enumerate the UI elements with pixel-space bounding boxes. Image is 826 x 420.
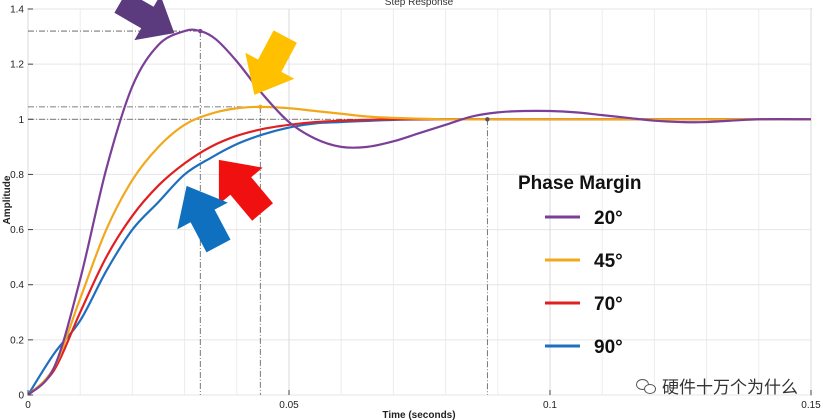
x-tick-label: 0.1 (543, 400, 557, 411)
y-tick-label: 0.6 (10, 225, 24, 236)
series-line (28, 28, 811, 395)
arrow (177, 185, 231, 253)
y-tick-label: 0.8 (10, 170, 24, 181)
axis-ticks: 0 0.05 0.1 0.15 0 0.2 0.4 0.6 0.8 1 1.2 1.4 (10, 5, 821, 412)
x-tick-label: 0.15 (801, 400, 821, 411)
legend: Phase Margin 20° 45° 70° 90° (518, 173, 642, 358)
legend-title: Phase Margin (518, 173, 642, 194)
plot-area (27, 8, 812, 396)
arrows (114, 0, 297, 253)
series-lines (28, 28, 811, 395)
peak-marker (258, 104, 263, 110)
y-tick-label: 0.2 (10, 335, 24, 346)
peak-markers (198, 28, 490, 122)
y-tick-label: 1 (18, 115, 24, 126)
legend-label: 90° (594, 337, 623, 358)
watermark-text: 硬件十万个为什么 (662, 378, 798, 398)
watermark: 硬件十万个为什么 (636, 373, 798, 398)
x-tick-label: 0.05 (279, 400, 299, 411)
y-tick-label: 0 (18, 391, 24, 402)
legend-label: 45° (594, 251, 623, 272)
y-axis-label: Amplitude (2, 175, 13, 224)
wechat-icon (636, 378, 656, 394)
arrow (218, 159, 273, 221)
x-tick-label: 0 (25, 400, 31, 411)
arrow (245, 30, 297, 95)
x-axis-label: Time (seconds) (382, 410, 455, 420)
peak-marker (198, 28, 203, 34)
chart-title: Step Response (385, 0, 454, 8)
peak-marker (485, 117, 490, 122)
y-tick-label: 1.2 (10, 60, 24, 71)
legend-label: 20° (594, 208, 623, 229)
y-tick-label: 0.4 (10, 280, 24, 291)
legend-label: 70° (594, 294, 623, 315)
series-line (28, 105, 811, 395)
grid (27, 8, 812, 396)
arrow (114, 0, 175, 41)
y-tick-label: 1.4 (10, 5, 24, 16)
